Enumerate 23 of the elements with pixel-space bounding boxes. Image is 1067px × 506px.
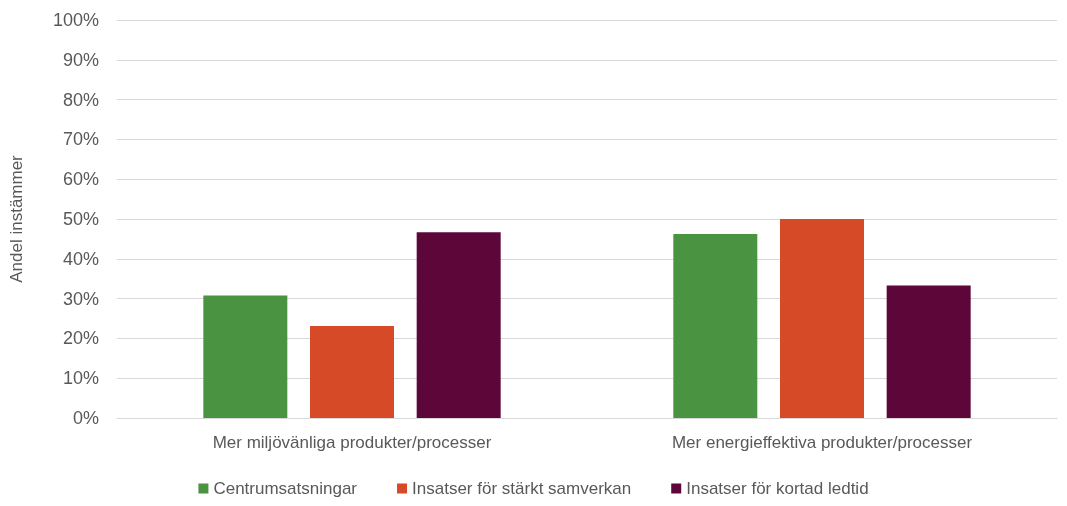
y-tick-label: 80% [62,89,99,110]
bar [310,326,394,418]
x-tick-label: Mer miljövänliga produkter/processer [212,433,492,452]
bar [673,234,758,418]
y-tick-label: 30% [62,288,99,309]
bar [416,232,501,418]
y-tick-label: 40% [62,248,99,269]
y-tick-label: 0% [72,408,99,428]
y-tick-label: 50% [62,209,99,229]
y-tick-label: 20% [62,328,99,349]
y-tick-label: 60% [62,169,99,190]
y-axis-title: Andel instämmer [7,154,26,283]
legend-label: Insatser för stärkt samverkan [412,479,632,498]
y-tick-label: 100% [52,10,99,30]
bar [886,285,971,418]
legend-label: Centrumsatsningar [213,479,358,498]
x-tick-label: Mer energieffektiva produkter/processer [671,433,973,452]
y-tick-label: 70% [62,129,99,150]
bar [203,295,288,418]
y-tick-label: 90% [62,49,99,70]
bar [780,219,864,418]
y-tick-label: 10% [62,368,99,389]
legend-label: Insatser för kortad ledtid [686,479,869,498]
